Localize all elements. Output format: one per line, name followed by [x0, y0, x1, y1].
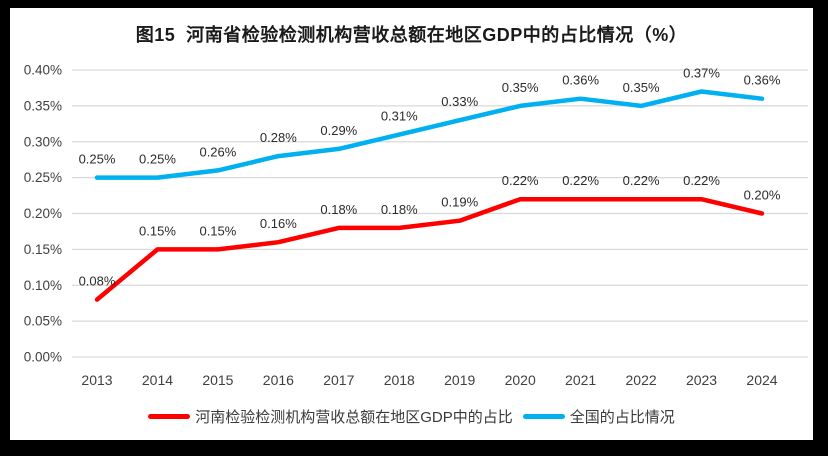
- x-tick-label: 2022: [626, 372, 657, 388]
- x-tick-label: 2017: [323, 372, 354, 388]
- legend-swatch-henan-icon: [148, 414, 191, 419]
- y-tick-label: 0.25%: [24, 170, 62, 185]
- data-label-henan: 0.15%: [199, 223, 236, 238]
- data-label-national: 0.36%: [744, 73, 781, 88]
- series-line-henan: [94, 196, 765, 302]
- x-tick-label: 2023: [686, 372, 717, 388]
- chart-title: 图15 河南省检验检测机构营收总额在地区GDP中的占比情况（%）: [135, 25, 688, 45]
- series-line-national: [94, 89, 765, 180]
- x-tick-label: 2013: [81, 372, 112, 388]
- data-label-national: 0.35%: [623, 80, 660, 95]
- x-tick-label: 2024: [746, 372, 777, 388]
- chart-canvas: 图15 河南省检验检测机构营收总额在地区GDP中的占比情况（%） 0.00% 0.…: [10, 8, 813, 440]
- chart-legend: 河南检验检测机构营收总额在地区GDP中的占比 全国的占比情况: [10, 406, 813, 427]
- data-label-national: 0.33%: [441, 94, 478, 109]
- data-label-national: 0.35%: [502, 80, 539, 95]
- x-tick-label: 2018: [384, 372, 415, 388]
- y-tick-label: 0.15%: [24, 242, 62, 257]
- y-tick-label: 0.40%: [24, 63, 62, 78]
- data-label-henan: 0.16%: [260, 216, 297, 231]
- data-label-henan: 0.20%: [744, 188, 781, 203]
- data-label-henan: 0.19%: [441, 195, 478, 210]
- legend-item-national: 全国的占比情况: [522, 406, 675, 427]
- y-tick-label: 0.05%: [24, 314, 62, 329]
- data-label-national: 0.36%: [562, 73, 599, 88]
- legend-label-national: 全国的占比情况: [569, 409, 675, 426]
- x-tick-label: 2021: [565, 372, 596, 388]
- data-label-henan: 0.22%: [623, 173, 660, 188]
- x-tick-label: 2020: [505, 372, 536, 388]
- legend-item-henan: 河南检验检测机构营收总额在地区GDP中的占比: [148, 406, 513, 427]
- y-tick-label: 0.20%: [24, 206, 62, 221]
- legend-label-henan: 河南检验检测机构营收总额在地区GDP中的占比: [195, 409, 513, 426]
- data-label-henan: 0.15%: [139, 223, 176, 238]
- y-tick-label: 0.10%: [24, 278, 62, 293]
- x-tick-label: 2015: [202, 372, 233, 388]
- x-tick-label: 2019: [444, 372, 475, 388]
- legend-swatch-national-icon: [522, 414, 565, 419]
- data-label-henan: 0.18%: [381, 202, 418, 217]
- data-label-henan: 0.18%: [320, 202, 357, 217]
- data-label-henan: 0.08%: [79, 274, 116, 289]
- data-label-national: 0.28%: [260, 130, 297, 145]
- chart-plot-area: 0.00% 0.05% 0.10% 0.15% 0.20% 0.25% 0.30% 0.35%…: [24, 63, 808, 388]
- y-tick-label: 0.00%: [24, 350, 62, 365]
- x-tick-label: 2014: [142, 372, 173, 388]
- data-label-henan: 0.22%: [502, 173, 539, 188]
- data-label-national: 0.26%: [199, 144, 236, 159]
- data-label-national: 0.37%: [683, 66, 720, 81]
- y-tick-label: 0.30%: [24, 134, 62, 149]
- data-label-national: 0.25%: [79, 152, 116, 167]
- data-label-national: 0.25%: [139, 152, 176, 167]
- data-label-national: 0.29%: [320, 123, 357, 138]
- data-label-national: 0.31%: [381, 109, 418, 124]
- data-label-henan: 0.22%: [683, 173, 720, 188]
- data-label-henan: 0.22%: [562, 173, 599, 188]
- x-tick-label: 2016: [263, 372, 294, 388]
- y-tick-label: 0.35%: [24, 98, 62, 113]
